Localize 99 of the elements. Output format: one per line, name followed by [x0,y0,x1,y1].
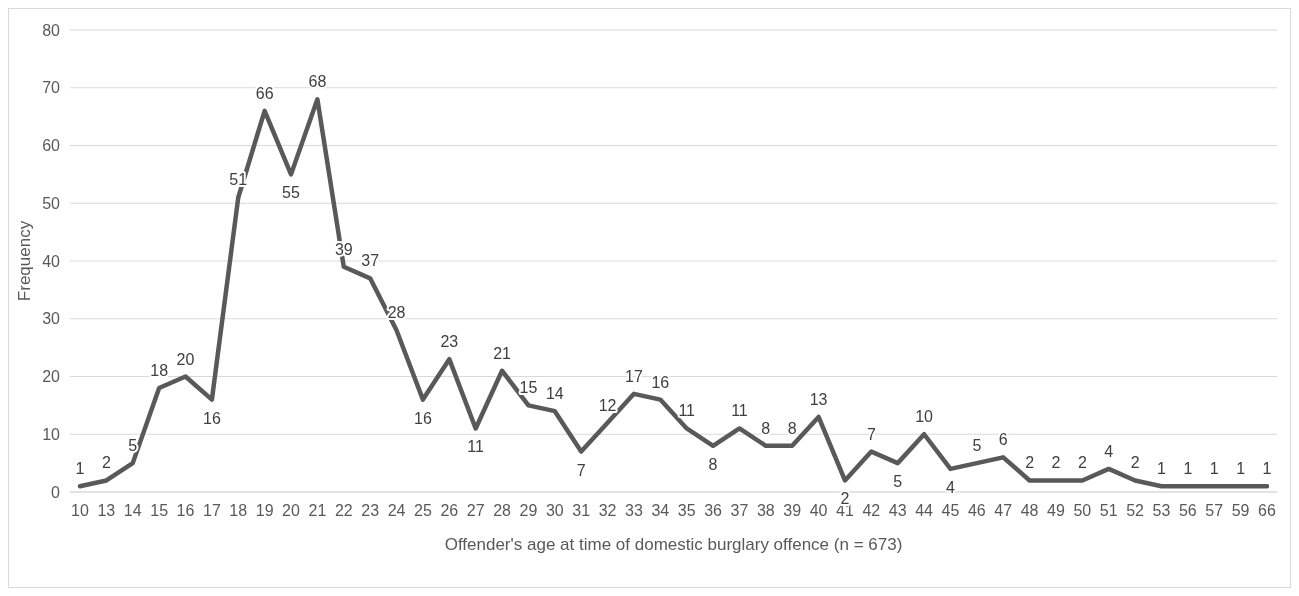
x-tick-label: 29 [519,502,538,519]
x-tick-label: 59 [1231,502,1250,519]
y-tick-label: 70 [42,79,61,97]
data-label: 11 [678,402,696,420]
y-tick-label: 0 [51,483,61,501]
x-tick-label: 16 [176,502,195,519]
x-tick-label: 19 [255,502,274,519]
x-tick-label: 42 [862,502,881,519]
x-tick-label: 50 [1073,502,1092,519]
data-label: 23 [440,333,459,351]
x-tick-label: 49 [1047,502,1065,519]
x-tick-label: 45 [941,502,960,519]
y-tick-label: 50 [42,194,61,212]
data-label: 2 [1130,454,1140,472]
data-label: 16 [202,409,221,427]
x-tick-label: 53 [1152,502,1171,519]
data-label: 37 [361,252,380,270]
x-tick-label: 36 [704,502,723,519]
y-axis-title: Frequency [15,220,34,302]
x-tick-label: 23 [361,502,380,519]
data-label: 2 [101,454,111,472]
data-label: 1 [1157,460,1167,478]
data-label: 4 [1104,442,1114,460]
x-axis-title: Offender's age at time of domestic burglary offence (n = 673) [444,535,903,554]
x-tick-label: 56 [1178,502,1197,519]
x-tick-label: 20 [282,502,301,519]
x-tick-label: 24 [387,502,406,519]
x-tick-label: 30 [545,502,564,519]
data-label: 6 [998,431,1008,449]
x-tick-label: 14 [123,502,142,519]
data-label: 13 [809,390,828,408]
x-tick-label: 43 [888,502,907,519]
data-label: 7 [576,461,586,479]
data-label: 20 [176,350,195,368]
y-tick-label: 20 [42,368,61,386]
y-tick-label: 10 [42,425,61,443]
x-tick-label: 27 [466,502,485,519]
y-tick-label: 60 [42,137,61,155]
x-tick-label: 10 [71,502,89,519]
x-tick-label: 37 [730,502,749,519]
x-tick-label: 25 [414,502,432,519]
x-tick-label: 66 [1258,502,1276,519]
data-label: 11 [731,402,748,420]
x-tick-label: 33 [625,502,643,519]
x-tick-label: 34 [651,502,670,519]
y-tick-label: 40 [42,252,61,270]
data-label: 18 [150,362,169,380]
x-tick-label: 35 [677,502,696,519]
x-tick-label: 46 [967,502,986,519]
x-tick-label: 48 [1020,502,1039,519]
x-tick-label: 39 [783,502,802,519]
data-label: 15 [519,379,538,397]
data-label: 12 [598,396,617,414]
data-label: 5 [128,437,138,455]
x-tick-label: 22 [334,502,353,519]
x-tick-label: 21 [308,502,327,519]
data-label: 1 [1236,460,1246,478]
data-label: 8 [761,419,771,437]
data-label: 28 [387,304,406,322]
data-label: 2 [1051,454,1061,472]
data-label: 10 [915,408,934,426]
y-tick-label: 80 [42,21,61,39]
x-tick-label: 17 [202,502,221,519]
data-label: 8 [787,419,797,437]
x-tick-label: 26 [440,502,459,519]
x-tick-label: 51 [1099,502,1118,519]
x-tick-label: 47 [994,502,1013,519]
data-label: 14 [545,385,564,403]
data-label: 68 [308,73,327,91]
x-tick-label: 31 [572,502,591,519]
x-tick-label: 18 [229,502,248,519]
data-label: 55 [282,184,301,202]
data-label: 16 [414,409,432,427]
x-tick-label: 44 [915,502,934,519]
data-label: 17 [625,367,643,385]
data-label: 1 [1209,460,1219,478]
y-tick-label: 30 [42,310,61,328]
x-tick-label: 13 [97,502,116,519]
data-label: 66 [255,84,274,102]
x-tick-label: 28 [493,502,512,519]
data-label: 1 [1183,460,1193,478]
x-tick-label: 32 [598,502,617,519]
x-tick-label: 38 [756,502,775,519]
data-label: 8 [708,455,718,473]
data-label: 5 [893,473,903,491]
data-label: 7 [866,425,876,443]
x-tick-label: 57 [1205,502,1224,519]
data-label: 4 [946,478,956,496]
data-label: 2 [1025,454,1035,472]
data-label: 1 [1262,460,1272,478]
data-label: 5 [972,437,982,455]
x-tick-label: 40 [809,502,828,519]
data-label: 1 [75,460,85,478]
x-tick-label: 52 [1126,502,1145,519]
data-label: 21 [493,344,512,362]
data-label: 16 [651,373,670,391]
data-label: 11 [467,438,485,456]
data-label: 2 [1077,454,1087,472]
x-tick-label: 15 [150,502,169,519]
